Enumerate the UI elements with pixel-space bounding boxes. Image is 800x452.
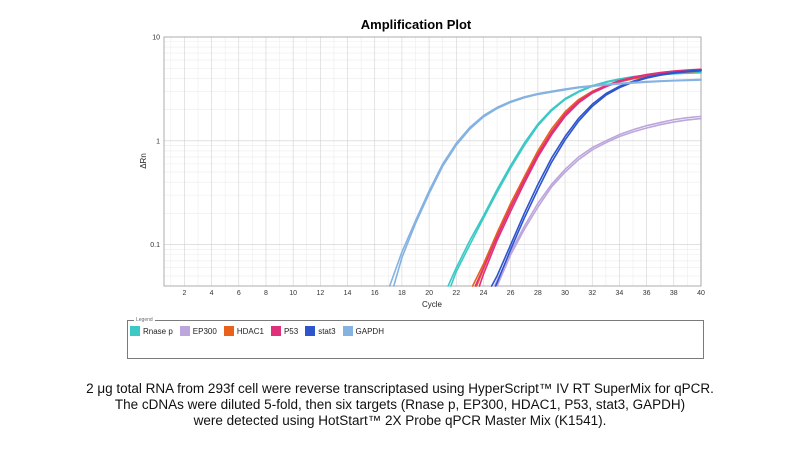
legend-swatch [179, 326, 190, 336]
legend-item-hdac1: HDAC1 [223, 326, 264, 336]
legend-swatch [130, 326, 140, 336]
x-tick-label: 40 [697, 290, 705, 297]
x-tick-label: 20 [425, 290, 433, 297]
legend-item-gapdh: GAPDH [342, 326, 384, 336]
x-tick-labels: 2 4 6 8 10 12 14 16 18 20 22 24 26 28 30 32 34 36 38 40 [182, 290, 705, 297]
caption-line-1: 2 μg total RNA from 293f cell were rever… [86, 381, 714, 396]
y-tick-labels: 10 1 0.1 [150, 35, 160, 250]
x-tick-label: 26 [507, 290, 515, 297]
legend-label: HDAC1 [236, 326, 264, 336]
legend-item-ep300: EP300 [179, 326, 217, 336]
x-tick-label: 22 [452, 290, 460, 297]
series-line-gapdh [392, 79, 702, 287]
y-tick-label: 10 [152, 35, 160, 42]
x-tick-label: 30 [561, 290, 569, 297]
x-tick-label: 6 [237, 290, 241, 297]
x-tick-label: 2 [182, 290, 186, 297]
y-tick-label: 0.1 [150, 242, 160, 249]
x-tick-label: 8 [264, 290, 268, 297]
x-tick-label: 18 [398, 290, 406, 297]
series-layer [388, 68, 702, 287]
legend-swatch [270, 326, 281, 336]
caption-line-2: The cDNAs were diluted 5-fold, then six … [114, 397, 686, 412]
x-tick-label: 36 [643, 290, 651, 297]
x-tick-label: 38 [670, 290, 678, 297]
x-tick-label: 24 [480, 290, 488, 297]
legend-item-stat3: stat3 [305, 326, 336, 336]
legend-label: stat3 [318, 326, 336, 336]
x-tick-label: 34 [616, 290, 624, 297]
legend-items: Rnase p EP300 HDAC1 P53 stat3 GAPDH [130, 326, 391, 336]
caption-line-3: were detected using HotStart™ 2X Probe q… [193, 413, 607, 428]
x-tick-label: 14 [344, 290, 352, 297]
legend-label: Rnase p [143, 326, 173, 336]
x-tick-label: 32 [588, 290, 596, 297]
legend-label: P53 [283, 326, 299, 336]
legend-swatch [305, 326, 316, 336]
series-line-stat3 [494, 69, 702, 287]
legend-item-p53: P53 [270, 326, 299, 336]
chart-title: Amplification Plot [361, 17, 472, 32]
x-axis-label: Cycle [422, 300, 443, 309]
plot-area-frame [163, 36, 702, 287]
x-tick-label: 4 [210, 290, 214, 297]
x-tick-label: 16 [371, 290, 379, 297]
legend-item-rnase-p: Rnase p [130, 326, 173, 336]
x-tick-label: 28 [534, 290, 542, 297]
legend-swatch [342, 326, 353, 336]
legend-label: EP300 [192, 326, 217, 336]
legend-label: GAPDH [355, 326, 384, 336]
legend: Legend Rnase p EP300 HDAC1 P53 stat3 GAPDH [127, 316, 704, 359]
series-line-ep300 [496, 117, 702, 287]
grid-major [164, 37, 702, 286]
series-line-ep300 [493, 115, 702, 287]
caption: 2 μg total RNA from 293f cell were rever… [0, 381, 800, 429]
legend-title: Legend [134, 316, 155, 324]
y-tick-label: 1 [156, 138, 160, 145]
x-tick-label: 12 [316, 290, 324, 297]
series-line-p53 [478, 69, 702, 287]
y-axis-label: ΔRn [139, 153, 148, 169]
legend-swatch [223, 326, 234, 336]
x-tick-label: 10 [289, 290, 297, 297]
grid-minor [164, 37, 701, 287]
